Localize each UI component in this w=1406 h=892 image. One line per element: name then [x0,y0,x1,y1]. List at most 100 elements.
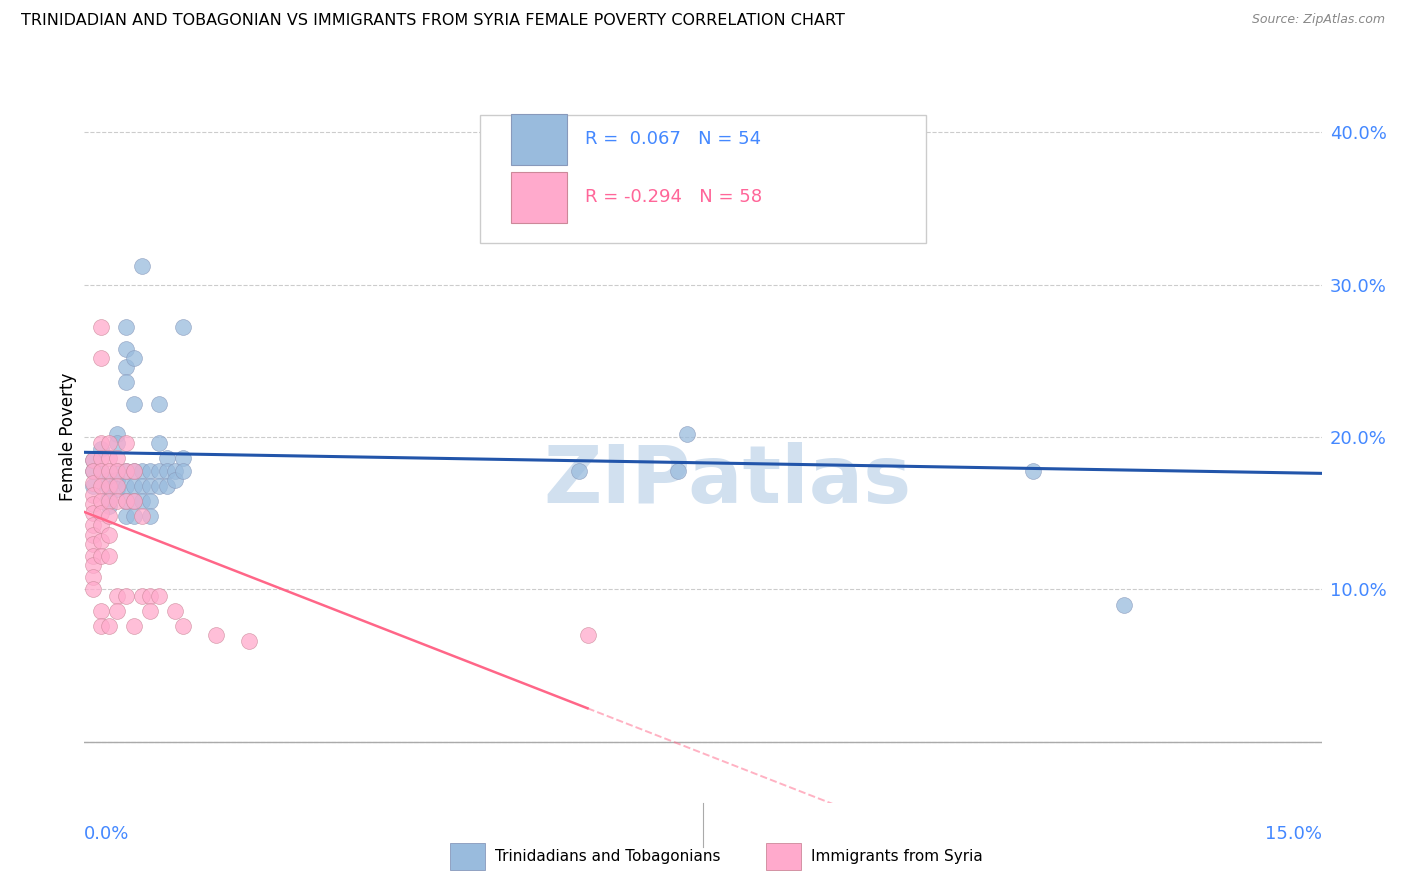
Point [122,509,145,524]
Text: Immigrants from Syria: Immigrants from Syria [811,849,983,863]
Point [98,491,121,505]
Point [114,342,136,356]
Point [90,518,112,533]
Bar [512,114,567,165]
Text: ZIPatlas: ZIPatlas [544,442,912,520]
Point [122,619,145,633]
Point [666,464,689,478]
Point [122,479,145,493]
Point [114,509,136,524]
Point [114,464,136,478]
Text: 0.0%: 0.0% [84,825,129,843]
Point [98,479,121,493]
Point [114,494,136,508]
Text: Source: ZipAtlas.com: Source: ZipAtlas.com [1251,13,1385,27]
Point [98,499,121,513]
Point [90,442,112,457]
Point [205,628,228,642]
Point [238,634,260,648]
Point [172,451,194,466]
Point [82,479,104,493]
Point [98,464,121,478]
Point [105,464,128,478]
Point [114,479,136,493]
Point [131,464,153,478]
Point [82,464,104,478]
Point [105,464,128,478]
Point [131,509,153,524]
Point [131,494,153,508]
Text: 15.0%: 15.0% [1264,825,1322,843]
Point [90,436,112,450]
Point [105,494,128,508]
Point [114,375,136,389]
Point [139,479,162,493]
Point [148,436,170,450]
Point [576,628,599,642]
Point [131,589,153,603]
Point [105,473,128,487]
Point [122,464,145,478]
Point [82,582,104,597]
Text: TRINIDADIAN AND TOBAGONIAN VS IMMIGRANTS FROM SYRIA FEMALE POVERTY CORRELATION C: TRINIDADIAN AND TOBAGONIAN VS IMMIGRANTS… [21,13,845,29]
Point [82,537,104,551]
Point [82,506,104,520]
Point [82,570,104,584]
Point [90,479,112,493]
Point [90,619,112,633]
Point [98,436,121,450]
Point [90,549,112,563]
Point [82,497,104,511]
Point [131,479,153,493]
Point [139,604,162,618]
Point [139,589,162,603]
Point [105,589,128,603]
Point [131,260,153,274]
Point [122,494,145,508]
Point [148,589,170,603]
Point [172,464,194,478]
Point [139,494,162,508]
Point [105,427,128,442]
Point [82,453,104,467]
Point [82,464,104,478]
Text: R =  0.067   N = 54: R = 0.067 N = 54 [585,129,762,148]
Point [90,506,112,520]
Point [114,320,136,334]
Point [122,396,145,410]
Point [105,604,128,618]
Point [82,549,104,563]
Point [114,436,136,450]
Point [98,494,121,508]
Point [90,533,112,548]
Point [156,451,179,466]
Point [165,604,187,618]
Point [1022,464,1045,478]
Point [98,549,121,563]
Point [98,619,121,633]
Point [98,473,121,487]
Point [114,464,136,478]
Bar [512,172,567,224]
Point [172,320,194,334]
Point [82,475,104,490]
Point [148,396,170,410]
Point [105,479,128,493]
Point [165,473,187,487]
Point [114,359,136,374]
Point [1112,598,1135,612]
Point [122,464,145,478]
Point [114,494,136,508]
Point [82,558,104,573]
Point [90,351,112,365]
Point [82,518,104,533]
Point [90,451,112,466]
Point [90,464,112,478]
Point [139,464,162,478]
Point [139,509,162,524]
Point [156,464,179,478]
Point [122,351,145,365]
Point [90,494,112,508]
Point [165,464,187,478]
Point [105,436,128,450]
